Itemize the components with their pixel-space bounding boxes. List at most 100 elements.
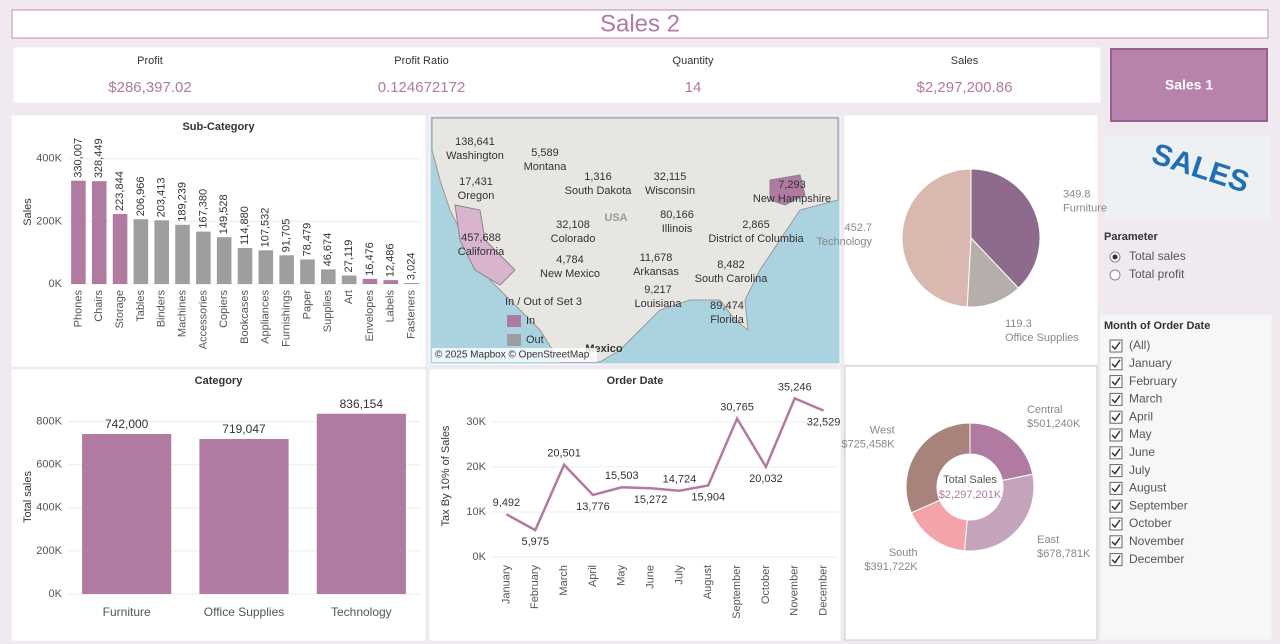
check	[1111, 341, 1121, 351]
checkbox[interactable]	[1109, 464, 1123, 478]
map-value: 32,108	[556, 219, 590, 231]
checkbox[interactable]	[1109, 517, 1123, 531]
checkbox-label[interactable]: July	[1129, 463, 1150, 477]
checkbox-label[interactable]: August	[1129, 481, 1167, 495]
x-tick-label: April	[587, 565, 599, 587]
chart-title: Sub-Category	[182, 121, 255, 133]
checkbox-label[interactable]: December	[1129, 552, 1184, 566]
checkbox[interactable]	[1109, 339, 1123, 353]
x-tick-label: July	[673, 565, 685, 585]
map-value: 11,678	[640, 252, 673, 264]
legend-label: Out	[526, 334, 544, 346]
checkbox-label[interactable]: November	[1129, 534, 1184, 548]
kpi-value: $2,297,200.86	[917, 79, 1013, 96]
bar	[112, 213, 128, 284]
x-tick-label: Machines	[176, 290, 188, 338]
x-tick-label: Envelopes	[364, 290, 376, 342]
legend-swatch	[507, 315, 521, 327]
check	[1111, 501, 1121, 511]
value-label: 719,047	[222, 422, 266, 436]
checkbox-label[interactable]: June	[1129, 445, 1155, 459]
y-axis-label: Sales	[22, 198, 34, 226]
checkbox-label[interactable]: April	[1129, 409, 1153, 423]
check	[1111, 555, 1121, 564]
x-tick-label: Labels	[385, 290, 397, 323]
slice	[963, 473, 1035, 552]
x-tick-label: Paper	[301, 290, 313, 320]
y-tick-label: 0K	[473, 551, 487, 563]
check	[1111, 483, 1121, 493]
bar	[71, 180, 86, 284]
checkbox-label[interactable]: September	[1129, 498, 1188, 512]
bar	[196, 231, 211, 284]
button[interactable]	[1110, 48, 1268, 122]
map-value: 7,293	[778, 179, 806, 191]
map-name: Wisconsin	[645, 185, 695, 197]
x-tick-label: Fasteners	[405, 290, 417, 339]
bar	[404, 283, 419, 284]
panel	[11, 9, 1269, 39]
radio-dot	[1112, 254, 1118, 260]
bar	[237, 248, 253, 284]
map-name: South Carolina	[695, 273, 769, 285]
bar	[316, 413, 406, 594]
checkbox[interactable]	[1109, 428, 1123, 442]
map-value: 8,482	[717, 259, 745, 271]
checkbox-label[interactable]: March	[1129, 392, 1162, 406]
radio[interactable]	[1109, 269, 1121, 281]
slice-label: East	[1037, 534, 1059, 546]
value-label: 149,528	[218, 194, 230, 234]
value-label: 328,449	[93, 138, 105, 178]
checkbox-label[interactable]: January	[1129, 356, 1172, 370]
slice-label: 349.8	[1063, 188, 1091, 200]
x-tick-label: June	[644, 565, 656, 589]
checkbox[interactable]	[1109, 535, 1123, 549]
x-tick-label: Furniture	[103, 605, 151, 619]
checkbox-label[interactable]: October	[1129, 516, 1172, 530]
y-tick-label: 0K	[49, 278, 63, 290]
checkbox[interactable]	[1109, 553, 1123, 567]
checkbox-label[interactable]: (All)	[1129, 338, 1150, 352]
checkbox[interactable]	[1109, 410, 1123, 424]
radio-label[interactable]: Total sales	[1129, 249, 1186, 263]
map-name: Oregon	[458, 190, 495, 202]
checkbox-label[interactable]: May	[1129, 427, 1152, 441]
button-label[interactable]: Sales 1	[1165, 77, 1213, 93]
map-name: New Hampshire	[753, 193, 831, 205]
checkbox[interactable]	[1109, 357, 1123, 371]
checkbox[interactable]	[1109, 392, 1123, 406]
x-tick-label: May	[616, 565, 628, 586]
x-tick-label: Accessories	[197, 290, 209, 350]
checkbox[interactable]	[1109, 446, 1123, 460]
value-label: 35,246	[778, 381, 812, 393]
donut-center-label: Total Sales	[943, 474, 997, 486]
checkbox[interactable]	[1109, 481, 1123, 495]
checkbox[interactable]	[1109, 375, 1123, 389]
kpi-label: Quantity	[673, 55, 714, 67]
value-label: 78,479	[301, 223, 313, 257]
checkbox[interactable]	[1109, 499, 1123, 513]
slice-label: $501,240K	[1027, 418, 1081, 430]
map-name: Florida	[710, 314, 745, 326]
x-tick-label: Bookcases	[239, 290, 251, 344]
map-name: South Dakota	[565, 185, 633, 197]
chart-title: Order Date	[607, 375, 664, 387]
value-label: 20,501	[547, 448, 581, 460]
x-tick-label: Office Supplies	[204, 605, 285, 619]
y-axis-label: Total sales	[22, 471, 34, 523]
x-tick-label: August	[702, 565, 714, 599]
panel	[1099, 314, 1273, 641]
radio-label[interactable]: Total profit	[1129, 267, 1185, 281]
value-label: 12,486	[385, 243, 397, 277]
y-tick-label: 200K	[36, 545, 62, 557]
checkbox-label[interactable]: February	[1129, 374, 1177, 388]
map-value: 32,115	[654, 171, 687, 183]
value-label: 167,380	[197, 189, 209, 229]
map-name: Colorado	[551, 233, 596, 245]
check	[1111, 412, 1121, 422]
check	[1111, 448, 1121, 457]
check	[1111, 359, 1121, 368]
y-tick-label: 400K	[36, 153, 62, 165]
bar	[216, 237, 232, 284]
